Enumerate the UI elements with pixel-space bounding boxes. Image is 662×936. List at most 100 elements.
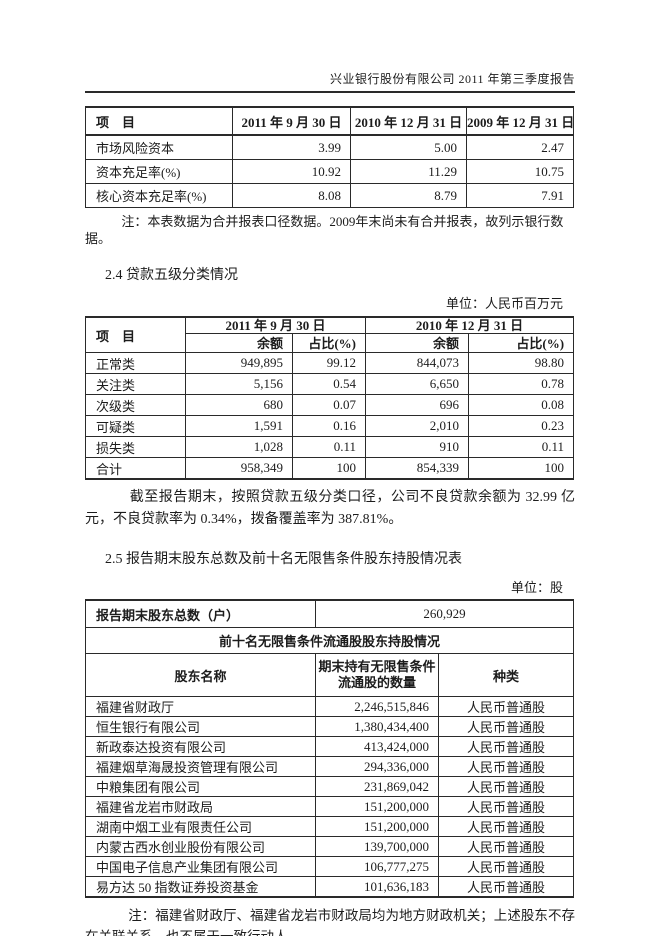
balance-2010: 6,650	[365, 373, 470, 395]
pct-2011: 0.54	[291, 373, 367, 395]
shareholders-table: 报告期末股东总数（户） 260,929 前十名无限售条件流通股股东持股情况 股东…	[85, 599, 574, 898]
shareholder-row: 福建省龙岩市财政局 151,200,000 人民币普通股	[85, 796, 574, 817]
shares-held: 106,777,275	[315, 856, 439, 877]
column-header-shares-held: 期末持有无限售条件 流通股的数量	[315, 653, 439, 697]
share-type: 人民币普通股	[438, 736, 574, 757]
balance-2011: 958,349	[185, 457, 293, 480]
table-subtitle-row: 前十名无限售条件流通股股东持股情况	[85, 627, 574, 654]
column-group-2011: 2011 年 9 月 30 日	[184, 316, 367, 334]
total-shareholders-label: 报告期末股东总数（户）	[85, 599, 316, 628]
table-row: 市场风险资本 3.99 5.00 2.47	[85, 134, 574, 160]
shareholder-row: 中粮集团有限公司 231,869,042 人民币普通股	[85, 776, 574, 797]
column-header-item: 项 目	[85, 316, 186, 353]
shareholder-name: 恒生银行有限公司	[85, 716, 316, 737]
pct-2010: 0.08	[468, 394, 575, 416]
value-2011: 10.92	[232, 159, 351, 184]
shareholder-row: 福建烟草海晟投资管理有限公司 294,336,000 人民币普通股	[85, 756, 574, 777]
share-type: 人民币普通股	[438, 756, 574, 777]
row-label: 次级类	[85, 394, 186, 416]
total-shareholders-row: 报告期末股东总数（户） 260,929	[85, 599, 574, 628]
pct-2011: 99.12	[291, 352, 367, 374]
share-type: 人民币普通股	[438, 796, 574, 817]
shares-held: 2,246,515,846	[315, 696, 439, 717]
shareholder-row: 恒生银行有限公司 1,380,434,400 人民币普通股	[85, 716, 574, 737]
shareholder-name: 内蒙古西水创业股份有限公司	[85, 836, 316, 857]
shareholders-table-note: 注：福建省财政厅、福建省龙岩市财政局均为地方财政机关；上述股东不存在关联关系，也…	[85, 908, 575, 936]
balance-2010: 854,339	[365, 457, 470, 480]
balance-2010: 2,010	[365, 415, 470, 437]
table-row: 关注类 5,156 0.54 6,650 0.78	[85, 373, 575, 395]
share-type: 人民币普通股	[438, 776, 574, 797]
value-2009: 10.75	[466, 159, 574, 184]
table-group-header-row: 项 目 2011 年 9 月 30 日 2010 年 12 月 31 日	[85, 316, 575, 353]
pct-2010: 0.78	[468, 373, 575, 395]
shareholder-name: 中国电子信息产业集团有限公司	[85, 856, 316, 877]
table-header-row: 项 目 2011 年 9 月 30 日 2010 年 12 月 31 日 200…	[85, 106, 574, 136]
column-header-2011: 2011 年 9 月 30 日	[232, 106, 351, 136]
balance-2011: 1,591	[185, 415, 293, 437]
balance-2011: 5,156	[185, 373, 293, 395]
shares-held: 294,336,000	[315, 756, 439, 777]
row-label: 合计	[85, 457, 186, 480]
capital-adequacy-table: 项 目 2011 年 9 月 30 日 2010 年 12 月 31 日 200…	[85, 106, 574, 208]
shares-held: 1,380,434,400	[315, 716, 439, 737]
share-type: 人民币普通股	[438, 816, 574, 837]
subheader-pct-2011: 占比(%)	[291, 333, 367, 353]
column-header-2009: 2009 年 12 月 31 日	[466, 106, 574, 136]
shares-held: 101,636,183	[315, 876, 439, 898]
shareholder-row: 福建省财政厅 2,246,515,846 人民币普通股	[85, 696, 574, 717]
shareholder-row: 湖南中烟工业有限责任公司 151,200,000 人民币普通股	[85, 816, 574, 837]
shareholder-row: 新政泰达投资有限公司 413,424,000 人民币普通股	[85, 736, 574, 757]
pct-2010: 0.11	[468, 436, 575, 458]
total-shareholders-value: 260,929	[315, 599, 574, 628]
shareholder-row: 中国电子信息产业集团有限公司 106,777,275 人民币普通股	[85, 856, 574, 877]
balance-2010: 910	[365, 436, 470, 458]
row-label: 损失类	[85, 436, 186, 458]
share-type: 人民币普通股	[438, 696, 574, 717]
shareholder-name: 福建省财政厅	[85, 696, 316, 717]
balance-2010: 844,073	[365, 352, 470, 374]
shares-held: 139,700,000	[315, 836, 439, 857]
row-label: 正常类	[85, 352, 186, 374]
value-2011: 3.99	[232, 134, 351, 160]
report-title: 兴业银行股份有限公司 2011 年第三季度报告	[329, 72, 575, 86]
shareholder-name: 易方达 50 指数证券投资基金	[85, 876, 316, 898]
table-subtitle: 前十名无限售条件流通股股东持股情况	[85, 627, 574, 654]
balance-2010: 696	[365, 394, 470, 416]
value-2010: 8.79	[350, 183, 467, 208]
subheader-pct-2010: 占比(%)	[468, 333, 575, 353]
subheader-balance-2011: 余额	[185, 333, 293, 353]
pct-2010: 100	[468, 457, 575, 480]
share-type: 人民币普通股	[438, 856, 574, 877]
shareholder-name: 湖南中烟工业有限责任公司	[85, 816, 316, 837]
report-header: 兴业银行股份有限公司 2011 年第三季度报告	[85, 70, 575, 93]
row-label: 关注类	[85, 373, 186, 395]
row-label: 市场风险资本	[85, 134, 233, 160]
section-2-5-title: 2.5 报告期末股东总数及前十名无限售条件股东持股情况表	[105, 552, 462, 567]
pct-2011: 100	[291, 457, 367, 480]
shares-held: 151,200,000	[315, 816, 439, 837]
value-2010: 5.00	[350, 134, 467, 160]
column-header-shareholder-name: 股东名称	[85, 653, 316, 697]
value-2010: 11.29	[350, 159, 467, 184]
npl-summary-paragraph: 截至报告期末，按照贷款五级分类口径，公司不良贷款余额为 32.99 亿元，不良贷…	[85, 490, 575, 527]
shareholder-name: 福建烟草海晟投资管理有限公司	[85, 756, 316, 777]
pct-2011: 0.07	[291, 394, 367, 416]
value-2011: 8.08	[232, 183, 351, 208]
shareholder-name: 新政泰达投资有限公司	[85, 736, 316, 757]
column-group-2010: 2010 年 12 月 31 日	[365, 316, 575, 334]
table-header-row: 股东名称 期末持有无限售条件 流通股的数量 种类	[85, 653, 574, 697]
shares-held: 413,424,000	[315, 736, 439, 757]
shares-held: 231,869,042	[315, 776, 439, 797]
table-row: 核心资本充足率(%) 8.08 8.79 7.91	[85, 183, 574, 208]
pct-2011: 0.16	[291, 415, 367, 437]
balance-2011: 1,028	[185, 436, 293, 458]
table-row: 损失类 1,028 0.11 910 0.11	[85, 436, 575, 458]
table-total-row: 合计 958,349 100 854,339 100	[85, 457, 575, 480]
balance-2011: 680	[185, 394, 293, 416]
table-row: 资本充足率(%) 10.92 11.29 10.75	[85, 159, 574, 184]
share-type: 人民币普通股	[438, 836, 574, 857]
table-row: 可疑类 1,591 0.16 2,010 0.23	[85, 415, 575, 437]
shareholder-row: 易方达 50 指数证券投资基金 101,636,183 人民币普通股	[85, 876, 574, 898]
